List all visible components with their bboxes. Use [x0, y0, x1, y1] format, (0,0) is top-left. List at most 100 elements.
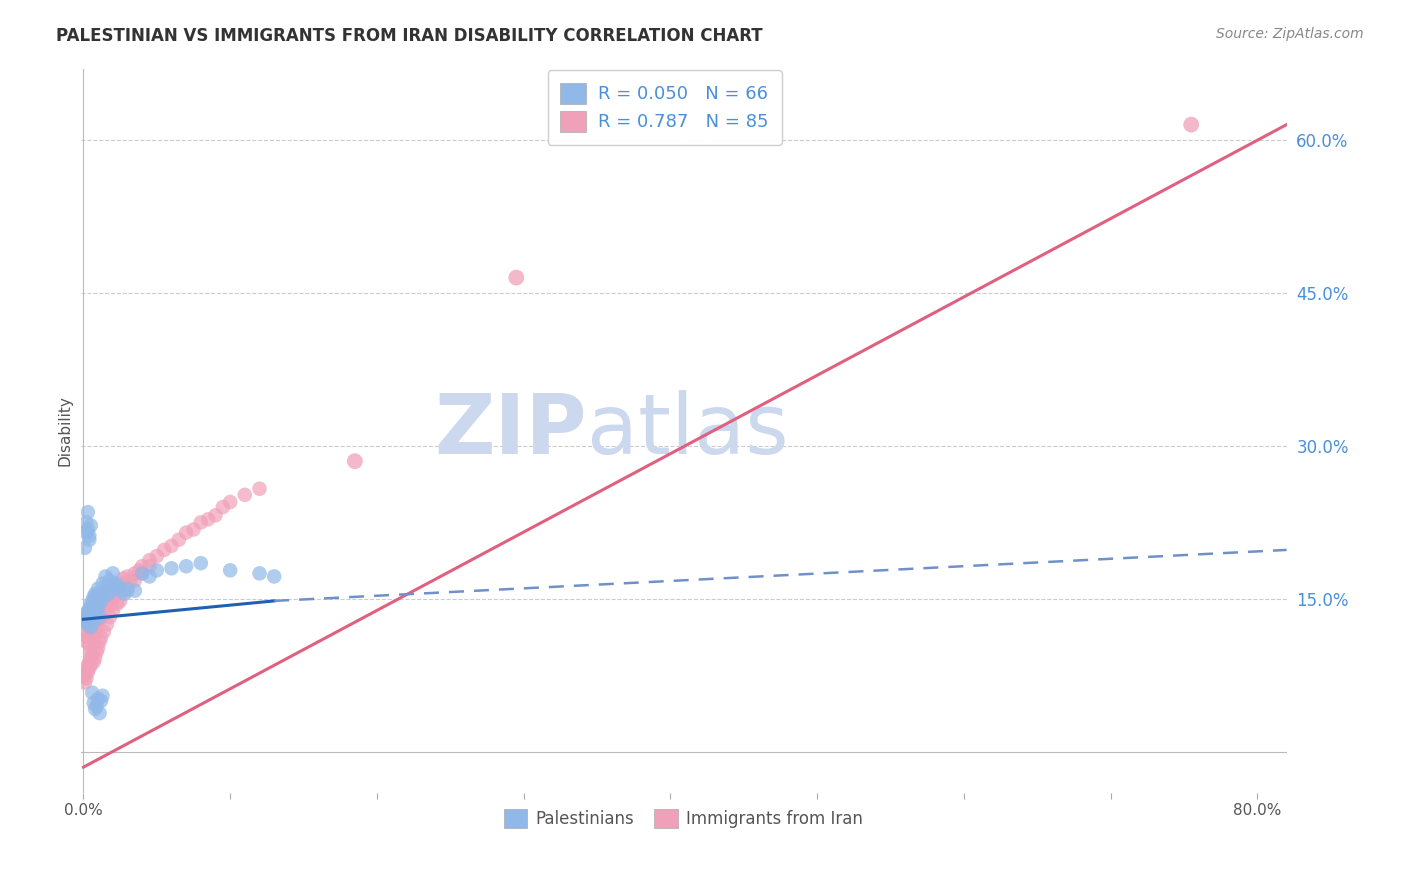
Point: [94, 587, 117, 601]
Point: [86, 600, 108, 615]
Point: [80, 597, 103, 611]
Point: [79, 620, 101, 634]
Point: [83, 600, 105, 615]
Point: [79, 638, 101, 652]
Point: [89, 604, 111, 618]
Point: [112, 572, 135, 586]
Point: [1180, 118, 1202, 132]
Point: [84, 607, 107, 622]
Point: [84, 620, 107, 634]
Point: [83, 590, 105, 604]
Point: [204, 508, 226, 523]
Point: [75, 634, 97, 648]
Point: [183, 523, 205, 537]
Point: [124, 574, 146, 588]
Point: [89, 587, 111, 601]
Y-axis label: Disability: Disability: [58, 395, 72, 466]
Point: [86, 645, 108, 659]
Point: [96, 600, 118, 615]
Point: [89, 610, 111, 624]
Point: [174, 559, 197, 574]
Point: [90, 590, 112, 604]
Point: [94, 569, 117, 583]
Point: [75, 663, 97, 677]
Point: [117, 569, 139, 583]
Point: [90, 694, 112, 708]
Point: [138, 559, 160, 574]
Point: [80, 645, 103, 659]
Point: [101, 566, 124, 581]
Point: [101, 580, 124, 594]
Point: [100, 597, 122, 611]
Point: [167, 533, 190, 547]
Point: [131, 566, 153, 581]
Point: [76, 631, 98, 645]
Point: [79, 607, 101, 622]
Point: [80, 600, 103, 615]
Point: [505, 270, 527, 285]
Point: [249, 482, 271, 496]
Point: [79, 661, 101, 675]
Point: [80, 610, 103, 624]
Point: [90, 631, 112, 645]
Point: [76, 658, 98, 673]
Point: [110, 583, 132, 598]
Legend: Palestinians, Immigrants from Iran: Palestinians, Immigrants from Iran: [498, 803, 870, 835]
Point: [120, 574, 142, 588]
Point: [131, 559, 153, 574]
Point: [174, 525, 197, 540]
Point: [87, 582, 110, 596]
Point: [108, 576, 131, 591]
Point: [117, 582, 139, 596]
Point: [75, 672, 97, 686]
Point: [108, 594, 131, 608]
Point: [101, 604, 124, 618]
Point: [138, 569, 160, 583]
Point: [83, 655, 105, 669]
Point: [76, 523, 98, 537]
Point: [79, 533, 101, 547]
Point: [79, 655, 101, 669]
Point: [160, 539, 183, 553]
Point: [80, 651, 103, 665]
Point: [79, 615, 101, 629]
Point: [76, 607, 98, 622]
Point: [91, 610, 114, 624]
Point: [100, 583, 122, 598]
Point: [76, 610, 98, 624]
Point: [131, 566, 153, 581]
Point: [82, 604, 104, 618]
Point: [97, 587, 120, 601]
Point: [104, 583, 127, 598]
Point: [91, 689, 114, 703]
Point: [93, 597, 115, 611]
Point: [84, 587, 107, 601]
Point: [104, 576, 127, 591]
Point: [86, 604, 108, 618]
Point: [146, 563, 169, 577]
Point: [80, 620, 103, 634]
Text: atlas: atlas: [588, 390, 789, 471]
Point: [73, 615, 96, 629]
Point: [73, 668, 96, 682]
Point: [76, 617, 98, 632]
Point: [190, 556, 212, 570]
Point: [343, 454, 366, 468]
Point: [90, 594, 112, 608]
Point: [82, 607, 104, 622]
Point: [160, 561, 183, 575]
Point: [76, 604, 98, 618]
Point: [75, 516, 97, 530]
Point: [128, 563, 150, 577]
Point: [117, 583, 139, 598]
Text: PALESTINIAN VS IMMIGRANTS FROM IRAN DISABILITY CORRELATION CHART: PALESTINIAN VS IMMIGRANTS FROM IRAN DISA…: [56, 27, 763, 45]
Point: [249, 566, 271, 581]
Point: [124, 583, 146, 598]
Point: [83, 631, 105, 645]
Point: [73, 675, 96, 690]
Point: [75, 525, 97, 540]
Point: [73, 612, 96, 626]
Point: [114, 587, 136, 601]
Point: [93, 624, 115, 639]
Point: [80, 615, 103, 629]
